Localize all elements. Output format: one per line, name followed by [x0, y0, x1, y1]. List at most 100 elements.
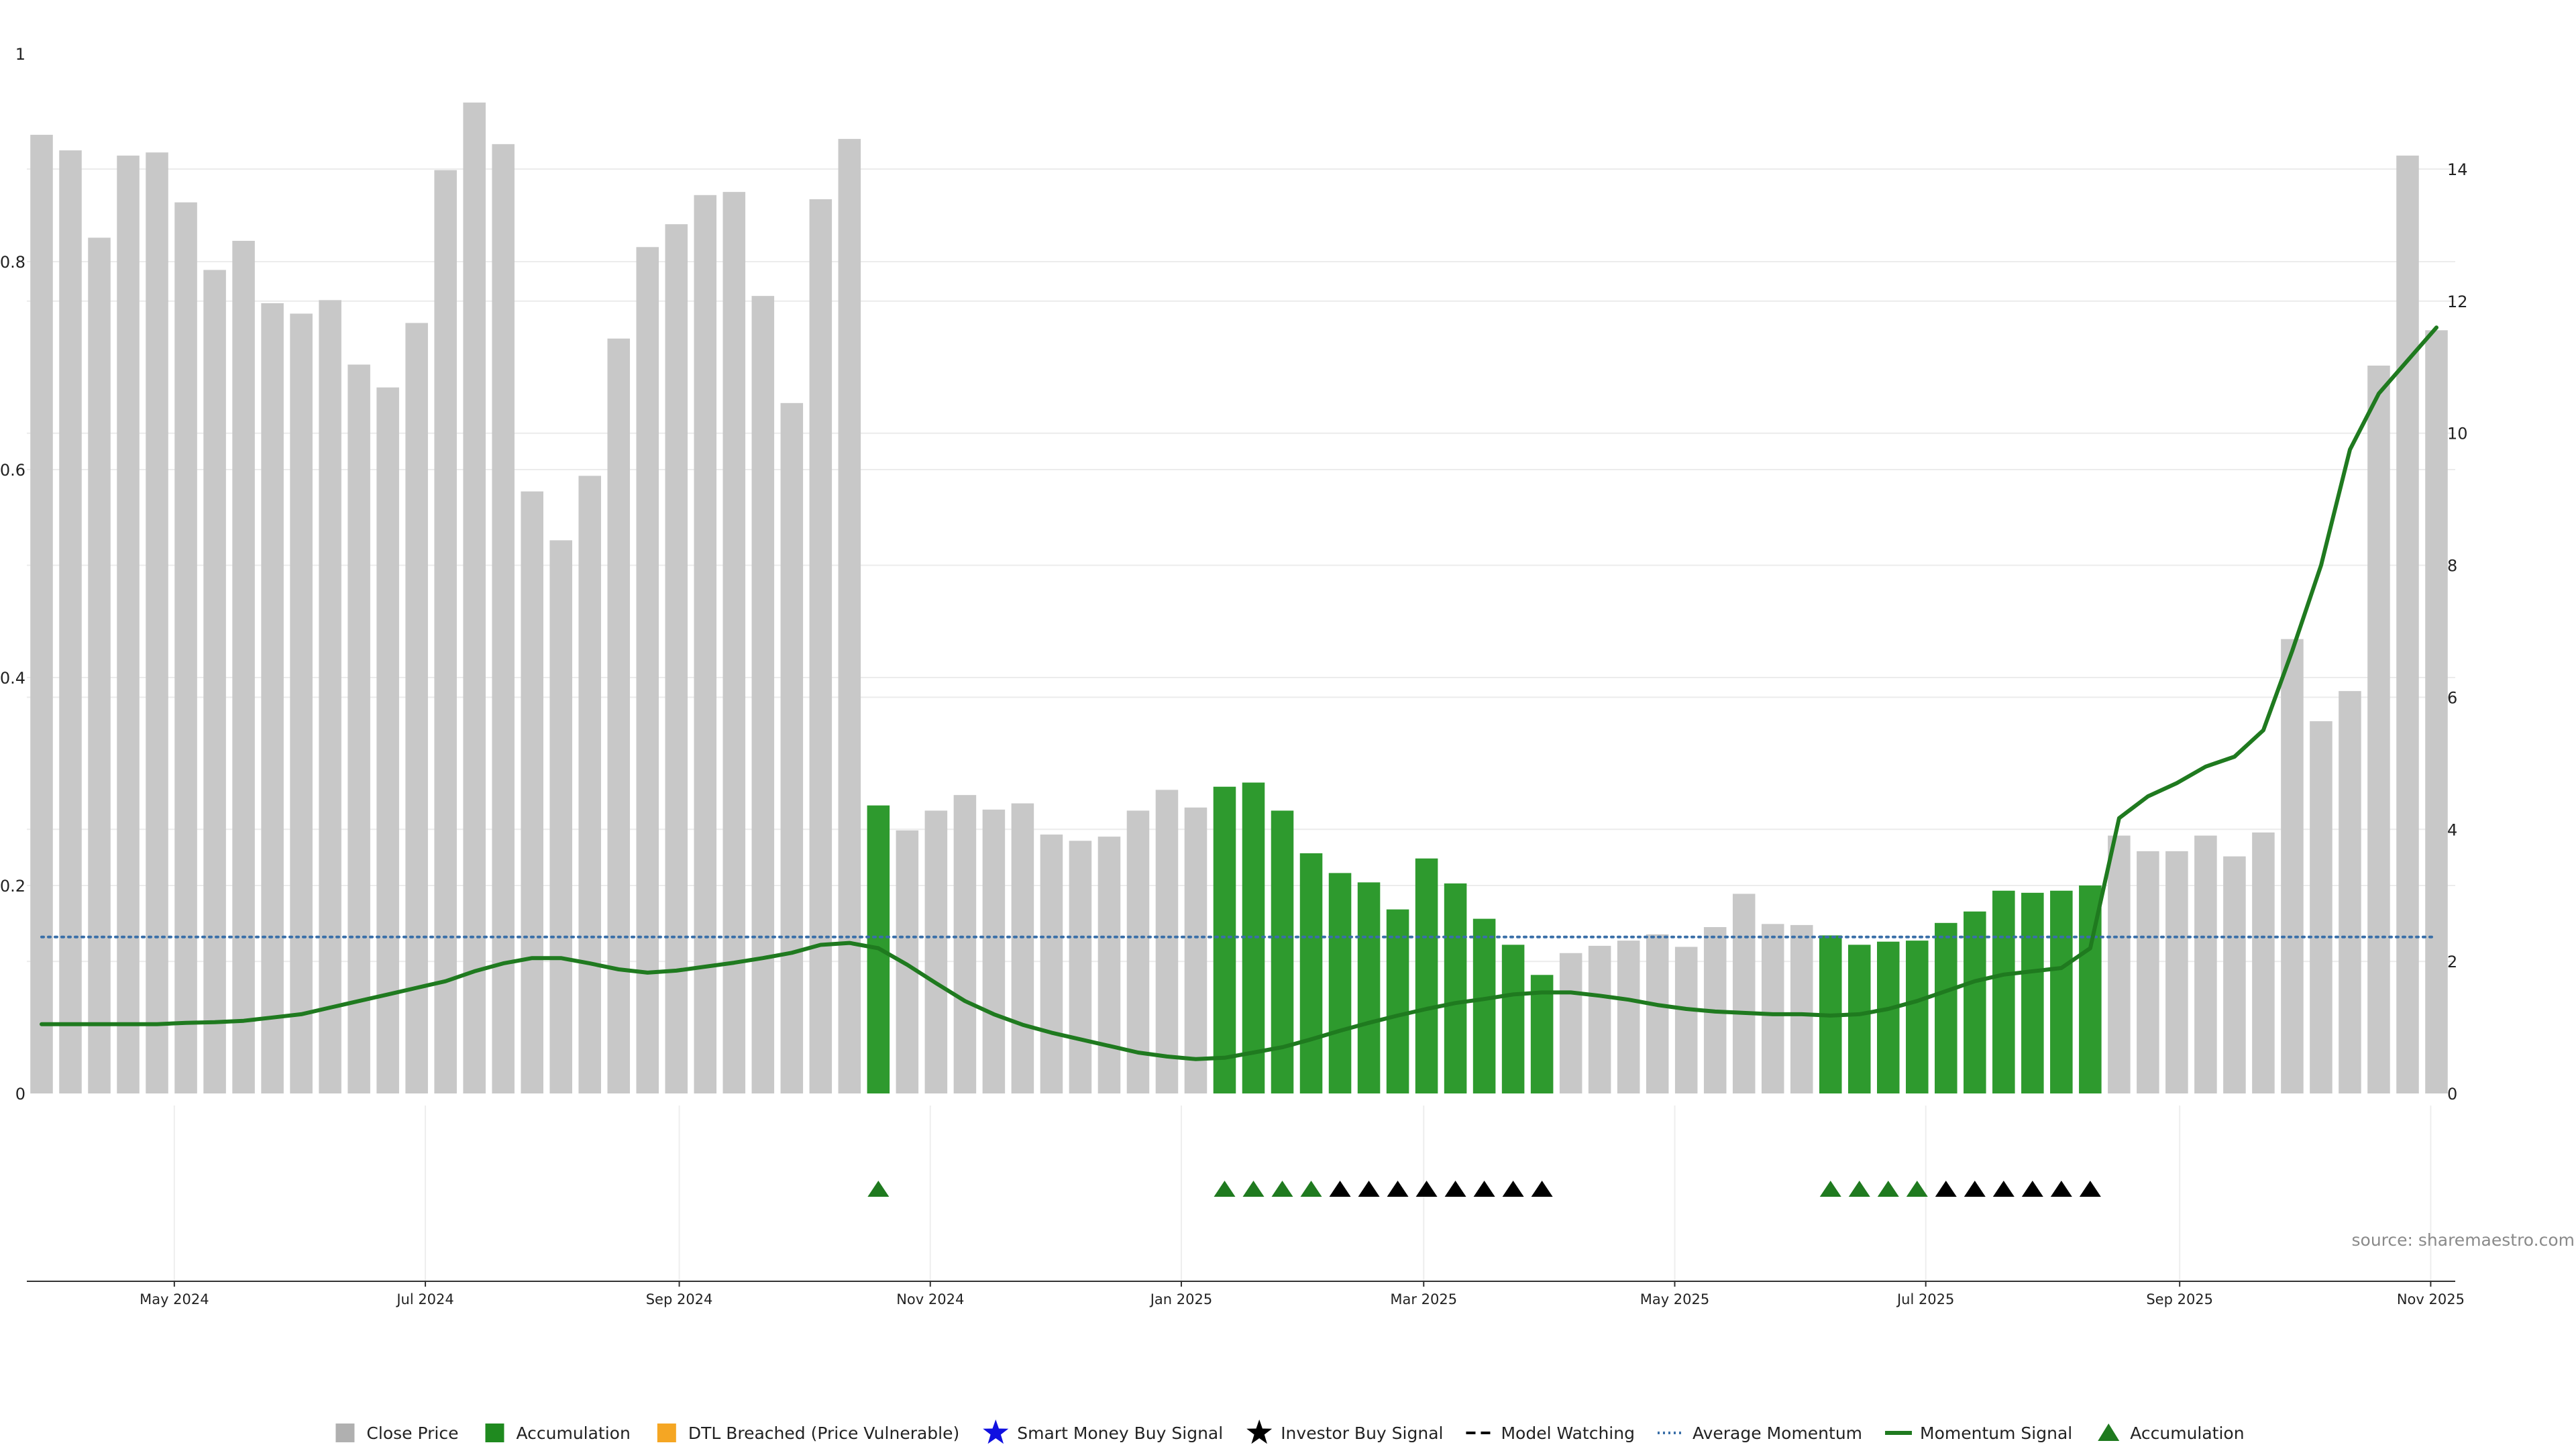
x-tick-label: Jan 2025	[1149, 1291, 1213, 1307]
legend: Close Price Accumulation DTL Breached (Pri…	[335, 1419, 2245, 1444]
close-price-bar	[1559, 953, 1582, 1093]
legend-label: Accumulation	[2130, 1424, 2244, 1443]
close-price-bar	[2108, 835, 2131, 1093]
close-price-bar	[2339, 691, 2361, 1093]
close-price-bar	[1011, 803, 1034, 1093]
close-price-bar	[492, 144, 515, 1094]
x-tick-label: Nov 2025	[2397, 1291, 2465, 1307]
accumulation-bar	[1964, 911, 1986, 1093]
investor-signal-triangle	[1387, 1181, 1409, 1197]
accumulation-triangle	[1848, 1181, 1870, 1197]
accumulation-bar	[1299, 853, 1323, 1093]
accumulation-bar	[1415, 858, 1438, 1093]
close-price-bar	[722, 192, 746, 1093]
accumulation-triangle	[1214, 1181, 1236, 1197]
x-tick-label: Jul 2024	[395, 1291, 453, 1307]
investor-signal-triangle	[1531, 1181, 1553, 1197]
investor-signal-triangle	[2079, 1181, 2101, 1197]
accumulation-triangle	[867, 1181, 890, 1197]
left-tick-label: 0.8	[0, 253, 25, 272]
accumulation-bar	[1328, 873, 1352, 1093]
accumulation-bar	[2021, 892, 2044, 1093]
close-price-bar	[2137, 851, 2159, 1093]
close-price-bar	[838, 139, 861, 1094]
source-label: source: sharemaestro.com	[2352, 1230, 2575, 1250]
left-tick-label: 1	[15, 45, 25, 64]
signal-panel	[867, 1181, 2101, 1197]
accumulation-triangle	[1819, 1181, 1841, 1197]
left-axis: 0 0.2 0.4 0.6 0.8 1	[0, 45, 25, 1104]
close-price-bar	[376, 387, 399, 1093]
close-price-bar	[2396, 155, 2419, 1093]
accumulation-bar	[1501, 945, 1525, 1093]
close-price-bar	[261, 303, 284, 1093]
accumulation-triangle	[1906, 1181, 1928, 1197]
close-price-bar	[694, 195, 717, 1093]
accumulation-bar	[1847, 945, 1871, 1093]
close-price-bar	[953, 795, 977, 1093]
close-price-bar	[319, 300, 341, 1094]
right-tick-label: 14	[2447, 160, 2468, 179]
close-price-bar	[578, 476, 602, 1093]
close-price-bar	[290, 313, 313, 1093]
legend-star-icon	[1246, 1419, 1273, 1444]
accumulation-bar	[1935, 922, 1957, 1093]
gridlines	[27, 168, 2455, 1281]
close-price-bar	[1069, 841, 1092, 1093]
accumulation-bar	[1444, 883, 1467, 1093]
accumulation-bar	[1906, 941, 1929, 1093]
close-price-bar	[1790, 924, 1813, 1093]
right-tick-label: 0	[2447, 1085, 2457, 1104]
close-price-bar	[1588, 945, 1611, 1093]
close-price-bar	[1732, 894, 1756, 1093]
x-tick-label: Sep 2024	[646, 1291, 713, 1307]
legend-square-marker	[485, 1424, 504, 1442]
momentum-signal-line	[40, 325, 2438, 1061]
right-tick-label: 2	[2447, 953, 2457, 971]
close-price-bar	[146, 152, 168, 1093]
close-price-bar	[1097, 837, 1121, 1093]
x-tick-label: Jul 2025	[1896, 1291, 1954, 1307]
left-tick-label: 0.4	[0, 669, 25, 688]
investor-signal-triangle	[1358, 1181, 1380, 1197]
right-tick-label: 4	[2447, 820, 2457, 839]
close-price-bar	[780, 402, 804, 1093]
accumulation-bar	[1992, 890, 2015, 1093]
accumulation-bar	[1386, 909, 1409, 1093]
investor-signal-triangle	[2021, 1181, 2043, 1197]
close-price-bar	[636, 247, 659, 1093]
close-price-bar	[405, 323, 428, 1094]
close-price-bar	[88, 237, 111, 1094]
legend-label: Smart Money Buy Signal	[1017, 1424, 1223, 1443]
close-price-bar	[521, 491, 543, 1093]
investor-signal-triangle	[1415, 1181, 1438, 1197]
left-tick-label: 0.2	[0, 877, 25, 896]
close-price-bar	[1155, 790, 1179, 1093]
close-price-bar	[751, 296, 775, 1093]
accumulation-bar	[2050, 890, 2073, 1093]
investor-signal-triangle	[2050, 1181, 2072, 1197]
right-tick-label: 10	[2447, 425, 2468, 443]
legend-star-icon	[983, 1419, 1009, 1444]
legend-label: Close Price	[366, 1424, 458, 1443]
x-tick-label: Sep 2025	[2146, 1291, 2213, 1307]
right-tick-label: 8	[2447, 557, 2457, 576]
close-price-bar	[1617, 941, 1640, 1093]
close-price-bar	[607, 338, 631, 1094]
investor-signal-triangle	[1444, 1181, 1466, 1197]
close-price-bar	[203, 270, 226, 1093]
close-price-bar	[463, 102, 486, 1094]
close-price-bar	[1040, 835, 1063, 1093]
legend-label: Momentum Signal	[1920, 1424, 2072, 1443]
investor-signal-triangle	[1502, 1181, 1524, 1197]
close-price-bar	[1126, 810, 1150, 1093]
accumulation-triangle	[1242, 1181, 1265, 1197]
close-price-bar	[1184, 807, 1208, 1093]
close-price-bar	[665, 224, 688, 1094]
close-price-bar	[2310, 721, 2332, 1093]
close-price-bar	[117, 155, 140, 1093]
close-price-bar	[434, 170, 457, 1094]
legend-label: Investor Buy Signal	[1281, 1424, 1443, 1443]
close-price-bar	[2165, 851, 2188, 1093]
